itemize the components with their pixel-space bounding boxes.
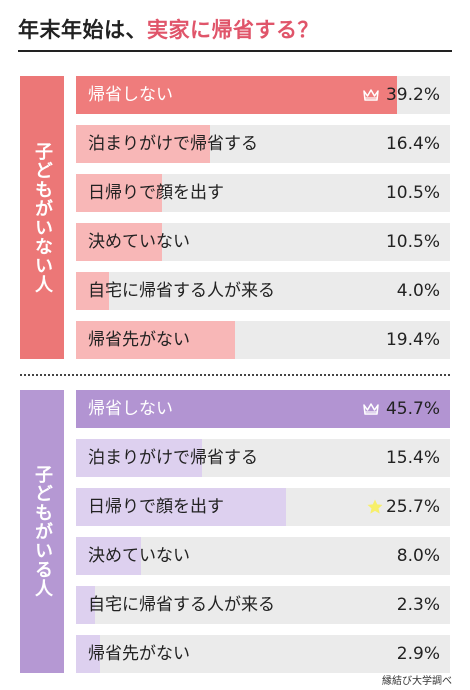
bar [76, 272, 109, 310]
source-note: 縁結び大学調べ [382, 676, 452, 687]
bar-category-label: 決めていない [88, 546, 190, 566]
star-icon [366, 498, 384, 516]
bar-value-label: 15.4% [385, 448, 440, 468]
bar [76, 635, 100, 673]
bar-row: 決めていない 10.5% [76, 223, 450, 261]
bar-row: 日帰りで顔を出す 10.5% [76, 174, 450, 212]
crown-icon [362, 86, 380, 104]
bar-value-label: 45.7% [385, 399, 440, 419]
bar-value-label: 16.4% [385, 134, 440, 154]
bar [76, 76, 397, 114]
bar-category-label: 帰省しない [88, 399, 173, 419]
bar-row: 泊まりがけで帰省する 15.4% [76, 439, 450, 477]
group-label-text: 子どもがいる人 [32, 465, 53, 598]
bar-value-label: 4.0% [396, 281, 440, 301]
bar-category-label: 決めていない [88, 232, 190, 252]
bar [76, 439, 203, 477]
title-accent: 実家に帰省する？ [147, 18, 319, 42]
bar-category-label: 帰省先がない [88, 330, 190, 350]
title-prefix: 年末年始は、 [18, 18, 147, 42]
crown-icon [362, 400, 380, 418]
bar-row: 自宅に帰省する人が来る 2.3% [76, 586, 450, 624]
bar-row: 決めていない 8.0% [76, 537, 450, 575]
bar [76, 488, 287, 526]
title-underline [18, 50, 452, 52]
bar-row: 帰省先がない 19.4% [76, 321, 450, 359]
bar-value-label: 10.5% [385, 183, 440, 203]
bar [76, 321, 235, 359]
group-label-text: 子どもがいない人 [32, 141, 53, 294]
group-label-2: 子どもがいる人 [20, 390, 64, 673]
bar-category-label: 日帰りで顔を出す [88, 497, 224, 517]
group-label-1: 子どもがいない人 [20, 76, 64, 359]
bar [76, 537, 142, 575]
bar-value-label: 2.3% [396, 595, 440, 615]
bar-category-label: 自宅に帰省する人が来る [88, 281, 275, 301]
bar-category-label: 自宅に帰省する人が来る [88, 595, 275, 615]
bar-row: 自宅に帰省する人が来る 4.0% [76, 272, 450, 310]
bar-value-label: 10.5% [385, 232, 440, 252]
bar-value-label: 25.7% [385, 497, 440, 517]
bar-row: 日帰りで顔を出す 25.7% [76, 488, 450, 526]
bar [76, 174, 162, 212]
bar-value-label: 19.4% [385, 330, 440, 350]
bar [76, 390, 450, 428]
bar-value-label: 8.0% [396, 546, 440, 566]
bar [76, 223, 162, 261]
bar-category-label: 日帰りで顔を出す [88, 183, 224, 203]
bar-category-label: 帰省先がない [88, 644, 190, 664]
bar-row: 帰省しない 45.7% [76, 390, 450, 428]
bar-category-label: 泊まりがけで帰省する [88, 448, 258, 468]
bar-row: 帰省しない 39.2% [76, 76, 450, 114]
bar [76, 586, 95, 624]
bar-value-label: 39.2% [385, 85, 440, 105]
bar-row: 帰省先がない 2.9% [76, 635, 450, 673]
page-title: 年末年始は、実家に帰省する？ [18, 14, 319, 48]
bar-value-label: 2.9% [396, 644, 440, 664]
bar [76, 125, 211, 163]
bar-category-label: 泊まりがけで帰省する [88, 134, 258, 154]
group-divider [20, 374, 450, 376]
bar-row: 泊まりがけで帰省する 16.4% [76, 125, 450, 163]
bar-category-label: 帰省しない [88, 85, 173, 105]
